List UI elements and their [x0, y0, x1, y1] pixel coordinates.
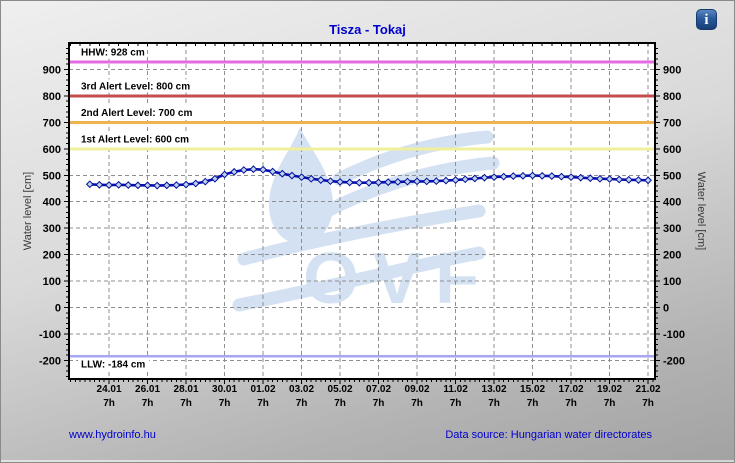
svg-text:900: 900 [43, 64, 61, 76]
svg-text:7h: 7h [142, 398, 154, 409]
svg-text:26.01: 26.01 [135, 384, 160, 395]
svg-text:07.02: 07.02 [366, 384, 391, 395]
reference-lines: HHW: 928 cm 3rd Alert Level: 800 cm 2nd Al… [69, 45, 655, 371]
ref-label-alert2: 2nd Alert Level: 700 cm [81, 108, 192, 119]
y-axis-title-left: Water level [cm] [22, 172, 34, 250]
axis-tick-labels: 900 900 800 800 700 700 600 600 500 500 400 400 300 3… [39, 64, 685, 409]
svg-text:17.02: 17.02 [559, 384, 584, 395]
svg-text:500: 500 [663, 170, 681, 182]
ref-label-alert3: 3rd Alert Level: 800 cm [81, 81, 190, 92]
svg-text:-100: -100 [663, 329, 685, 341]
svg-text:100: 100 [43, 276, 61, 288]
svg-text:600: 600 [43, 144, 61, 156]
svg-text:7h: 7h [180, 398, 192, 409]
svg-text:400: 400 [663, 197, 681, 209]
svg-text:7h: 7h [373, 398, 385, 409]
svg-text:7h: 7h [450, 398, 462, 409]
svg-text:7h: 7h [604, 398, 616, 409]
svg-text:-200: -200 [663, 355, 685, 367]
svg-text:30.01: 30.01 [212, 384, 237, 395]
svg-text:7h: 7h [296, 398, 308, 409]
svg-text:200: 200 [43, 250, 61, 262]
svg-text:400: 400 [43, 197, 61, 209]
svg-text:200: 200 [663, 250, 681, 262]
series-water-level [85, 165, 652, 190]
svg-text:7h: 7h [565, 398, 577, 409]
svg-text:100: 100 [663, 276, 681, 288]
svg-text:7h: 7h [411, 398, 423, 409]
svg-text:21.02: 21.02 [636, 384, 661, 395]
gridlines [69, 43, 655, 379]
svg-text:13.02: 13.02 [482, 384, 507, 395]
svg-text:600: 600 [663, 144, 681, 156]
svg-text:7h: 7h [527, 398, 539, 409]
svg-text:15.02: 15.02 [520, 384, 545, 395]
ovf-watermark: OVF [232, 127, 500, 319]
svg-text:OVF: OVF [303, 239, 493, 319]
svg-text:19.02: 19.02 [597, 384, 622, 395]
y-axis-title-right: Water level [cm] [695, 172, 707, 250]
svg-text:0: 0 [55, 303, 61, 315]
svg-text:7h: 7h [642, 398, 654, 409]
page-title: Tisza - Tokaj [329, 22, 406, 37]
svg-text:800: 800 [663, 91, 681, 103]
svg-text:01.02: 01.02 [251, 384, 276, 395]
ref-label-hhw: HHW: 928 cm [81, 48, 145, 59]
svg-text:7h: 7h [334, 398, 346, 409]
svg-text:800: 800 [43, 91, 61, 103]
svg-text:900: 900 [663, 64, 681, 76]
svg-text:7h: 7h [103, 398, 115, 409]
svg-text:7h: 7h [257, 398, 269, 409]
ref-label-llw: LLW: -184 cm [81, 360, 145, 371]
svg-text:05.02: 05.02 [328, 384, 353, 395]
svg-text:-200: -200 [39, 355, 61, 367]
hydroinfo-link[interactable]: www.hydroinfo.hu [69, 429, 156, 441]
svg-text:300: 300 [663, 223, 681, 235]
data-source-label: Data source: Hungarian water directorate… [445, 429, 652, 441]
axis-ticks [64, 43, 660, 384]
svg-text:09.02: 09.02 [405, 384, 430, 395]
svg-text:7h: 7h [219, 398, 231, 409]
info-icon[interactable]: i [696, 9, 717, 30]
svg-text:0: 0 [663, 303, 669, 315]
svg-text:700: 700 [43, 117, 61, 129]
svg-text:24.01: 24.01 [97, 384, 122, 395]
ref-label-alert1: 1st Alert Level: 600 cm [81, 134, 189, 145]
svg-text:28.01: 28.01 [174, 384, 199, 395]
water-level-chart: OVF HHW: 928 cm 3rd Alert Level: 800 cm 2nd… [22, 42, 707, 409]
svg-text:300: 300 [43, 223, 61, 235]
svg-text:7h: 7h [488, 398, 500, 409]
svg-text:-100: -100 [39, 329, 61, 341]
svg-text:500: 500 [43, 170, 61, 182]
svg-text:03.02: 03.02 [289, 384, 314, 395]
svg-text:11.02: 11.02 [443, 384, 468, 395]
svg-text:700: 700 [663, 117, 681, 129]
